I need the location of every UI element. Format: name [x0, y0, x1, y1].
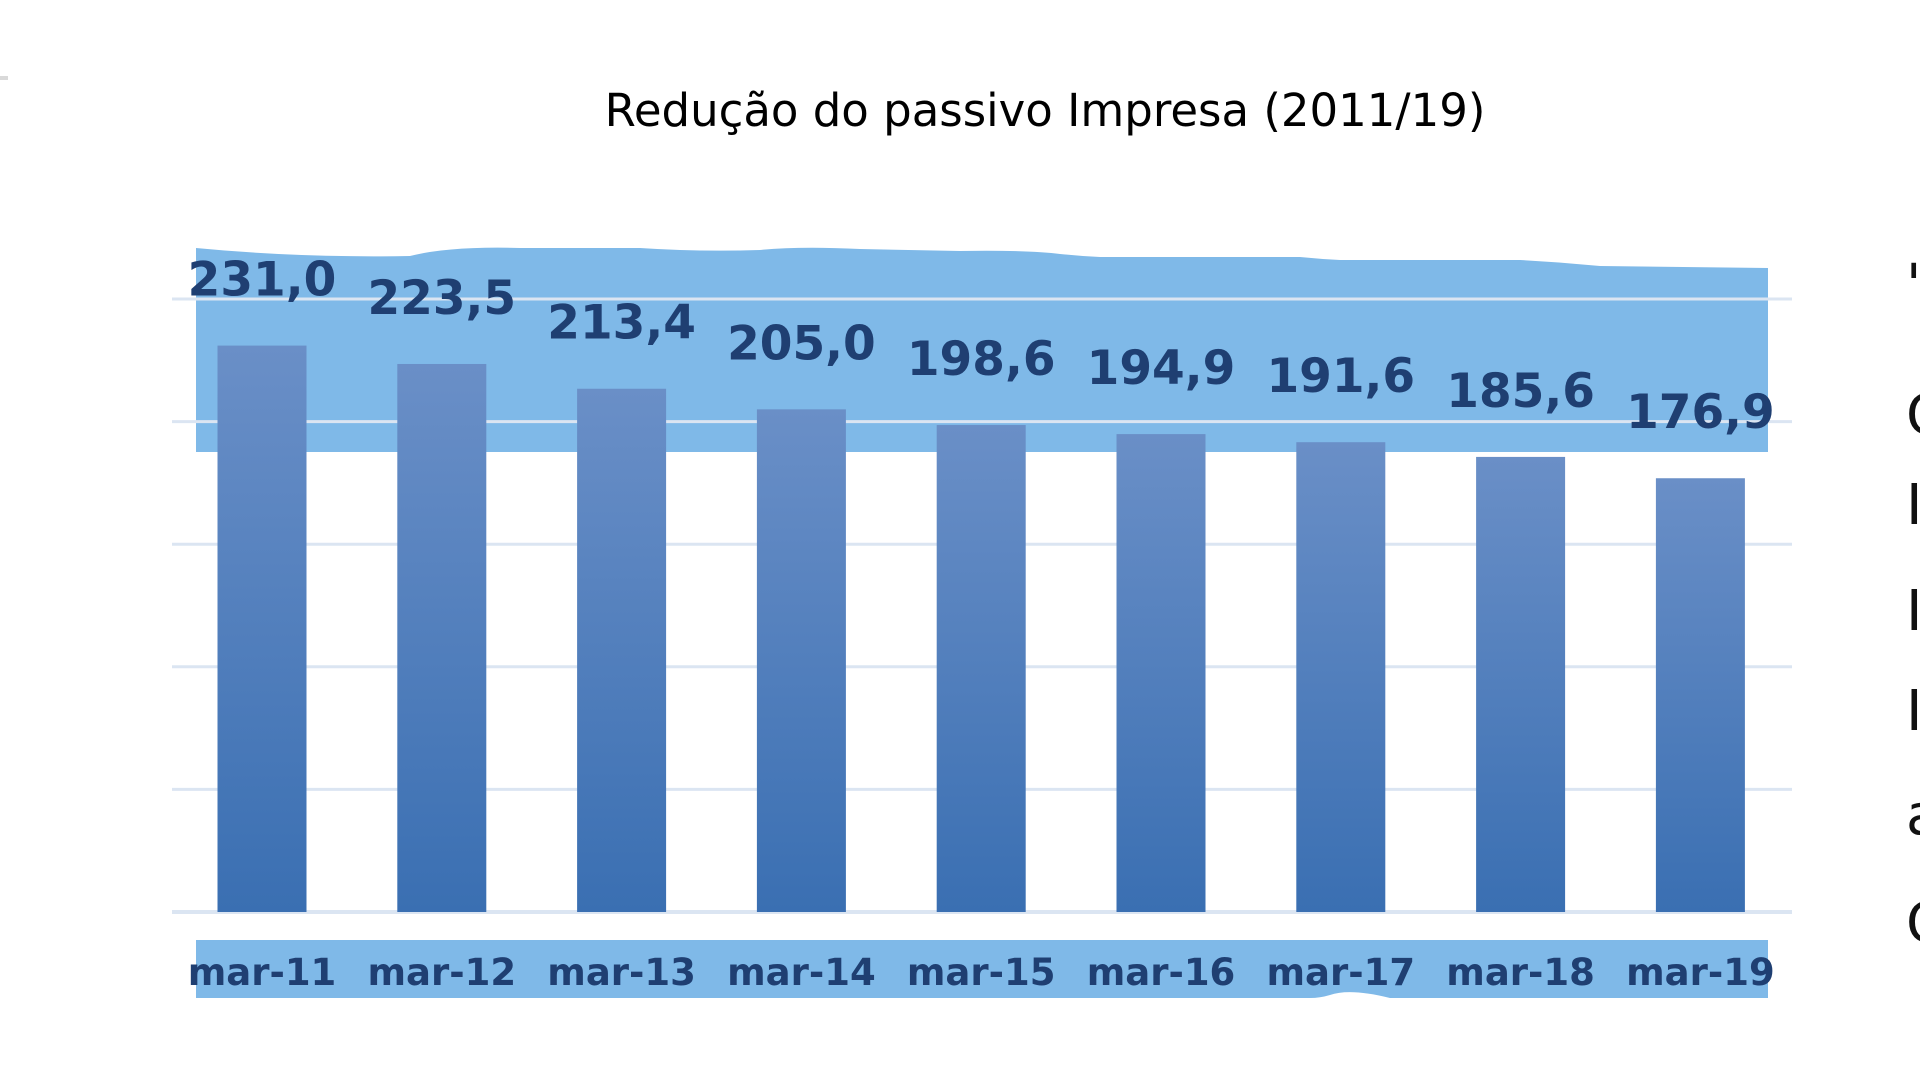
- cropped-glyph: ': [1906, 253, 1920, 318]
- bar: [1655, 478, 1745, 912]
- cropped-glyph: C: [1906, 896, 1920, 952]
- bar: [936, 425, 1026, 912]
- data-label: 194,9: [1087, 341, 1236, 396]
- cropped-glyph: a: [1906, 788, 1920, 844]
- bar: [1296, 442, 1386, 912]
- highlight-band-bottom: [196, 940, 1768, 998]
- cropped-glyph: I: [1906, 679, 1920, 744]
- cropped-glyph: C: [1906, 388, 1920, 444]
- x-tick-label: mar-11: [188, 951, 337, 994]
- cropped-glyph: I: [1906, 473, 1920, 538]
- cropped-slide-text: ' C I I I a C: [1906, 0, 1920, 1080]
- x-tick-label: mar-19: [1626, 951, 1775, 994]
- x-tick-label: mar-16: [1087, 951, 1236, 994]
- data-label: 176,9: [1626, 385, 1775, 440]
- data-label: 223,5: [367, 271, 516, 326]
- data-label: 231,0: [188, 253, 337, 308]
- x-tick-label: mar-14: [727, 951, 876, 994]
- x-tick-label: mar-15: [907, 951, 1056, 994]
- chart-title: Redução do passivo Impresa (2011/19): [604, 84, 1486, 137]
- data-label: 185,6: [1446, 364, 1595, 419]
- bar: [217, 345, 307, 912]
- data-label: 205,0: [727, 316, 876, 371]
- bar: [397, 363, 487, 912]
- bar: [1476, 456, 1566, 912]
- x-tick-label: mar-18: [1446, 951, 1595, 994]
- x-tick-label: mar-12: [367, 951, 516, 994]
- bars: [217, 345, 1745, 913]
- slide-edge-mark: [0, 76, 8, 80]
- bar: [577, 388, 667, 913]
- x-tick-label: mar-13: [547, 951, 696, 994]
- data-label: 198,6: [907, 332, 1056, 387]
- bar: [756, 409, 846, 912]
- data-label: 213,4: [547, 296, 696, 351]
- x-tick-label: mar-17: [1266, 951, 1415, 994]
- cropped-glyph: I: [1906, 579, 1920, 644]
- bar: [1116, 434, 1206, 912]
- data-label: 191,6: [1266, 349, 1415, 404]
- x-axis-tick-labels: mar-11 mar-12 mar-13 mar-14 mar-15 mar-16 mar-…: [188, 951, 1775, 994]
- data-labels: 231,0 223,5 213,4 205,0 198,6 194,9 191,6 185,6…: [188, 253, 1775, 441]
